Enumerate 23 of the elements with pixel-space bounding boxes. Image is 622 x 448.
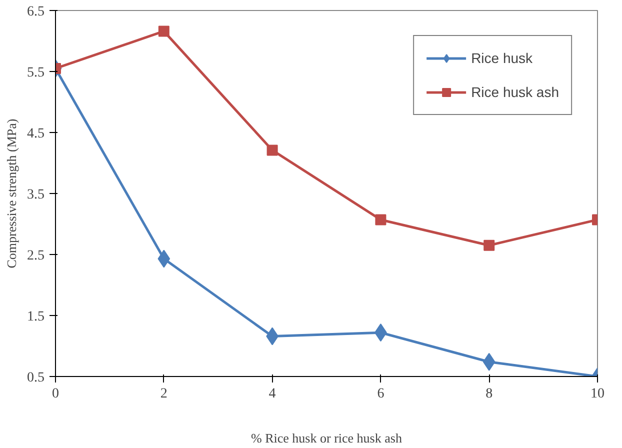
point xyxy=(482,352,496,371)
point xyxy=(158,26,170,37)
point xyxy=(266,144,278,156)
point xyxy=(484,240,495,251)
y-tick-label: 6.5 xyxy=(27,4,44,20)
x-tick-label: 8 xyxy=(486,386,493,402)
x-tick-label: 10 xyxy=(590,386,604,402)
legend-label: Rice husk xyxy=(471,50,533,66)
x-tick-label: 6 xyxy=(377,386,384,402)
y-tick-label: 0.5 xyxy=(27,370,44,386)
x-tick-label: 4 xyxy=(268,386,276,402)
y-tick-label: 1.5 xyxy=(27,310,44,324)
y-tick-label: 4.5 xyxy=(27,126,44,142)
legend-label: Rice husk ash xyxy=(471,84,559,100)
point xyxy=(375,214,386,226)
x-tick-label: 2 xyxy=(160,386,168,402)
y-axis-title: Compressive strength (MPa) xyxy=(4,118,19,268)
y-tick-label: 3.5 xyxy=(27,188,44,202)
x-tick-label: 0 xyxy=(52,386,59,402)
y-tick-label: 2.5 xyxy=(27,248,44,264)
point xyxy=(158,250,170,268)
x-axis-title: % Rice husk or rice husk ash xyxy=(251,430,402,446)
y-tick-label: 5.5 xyxy=(27,66,44,80)
